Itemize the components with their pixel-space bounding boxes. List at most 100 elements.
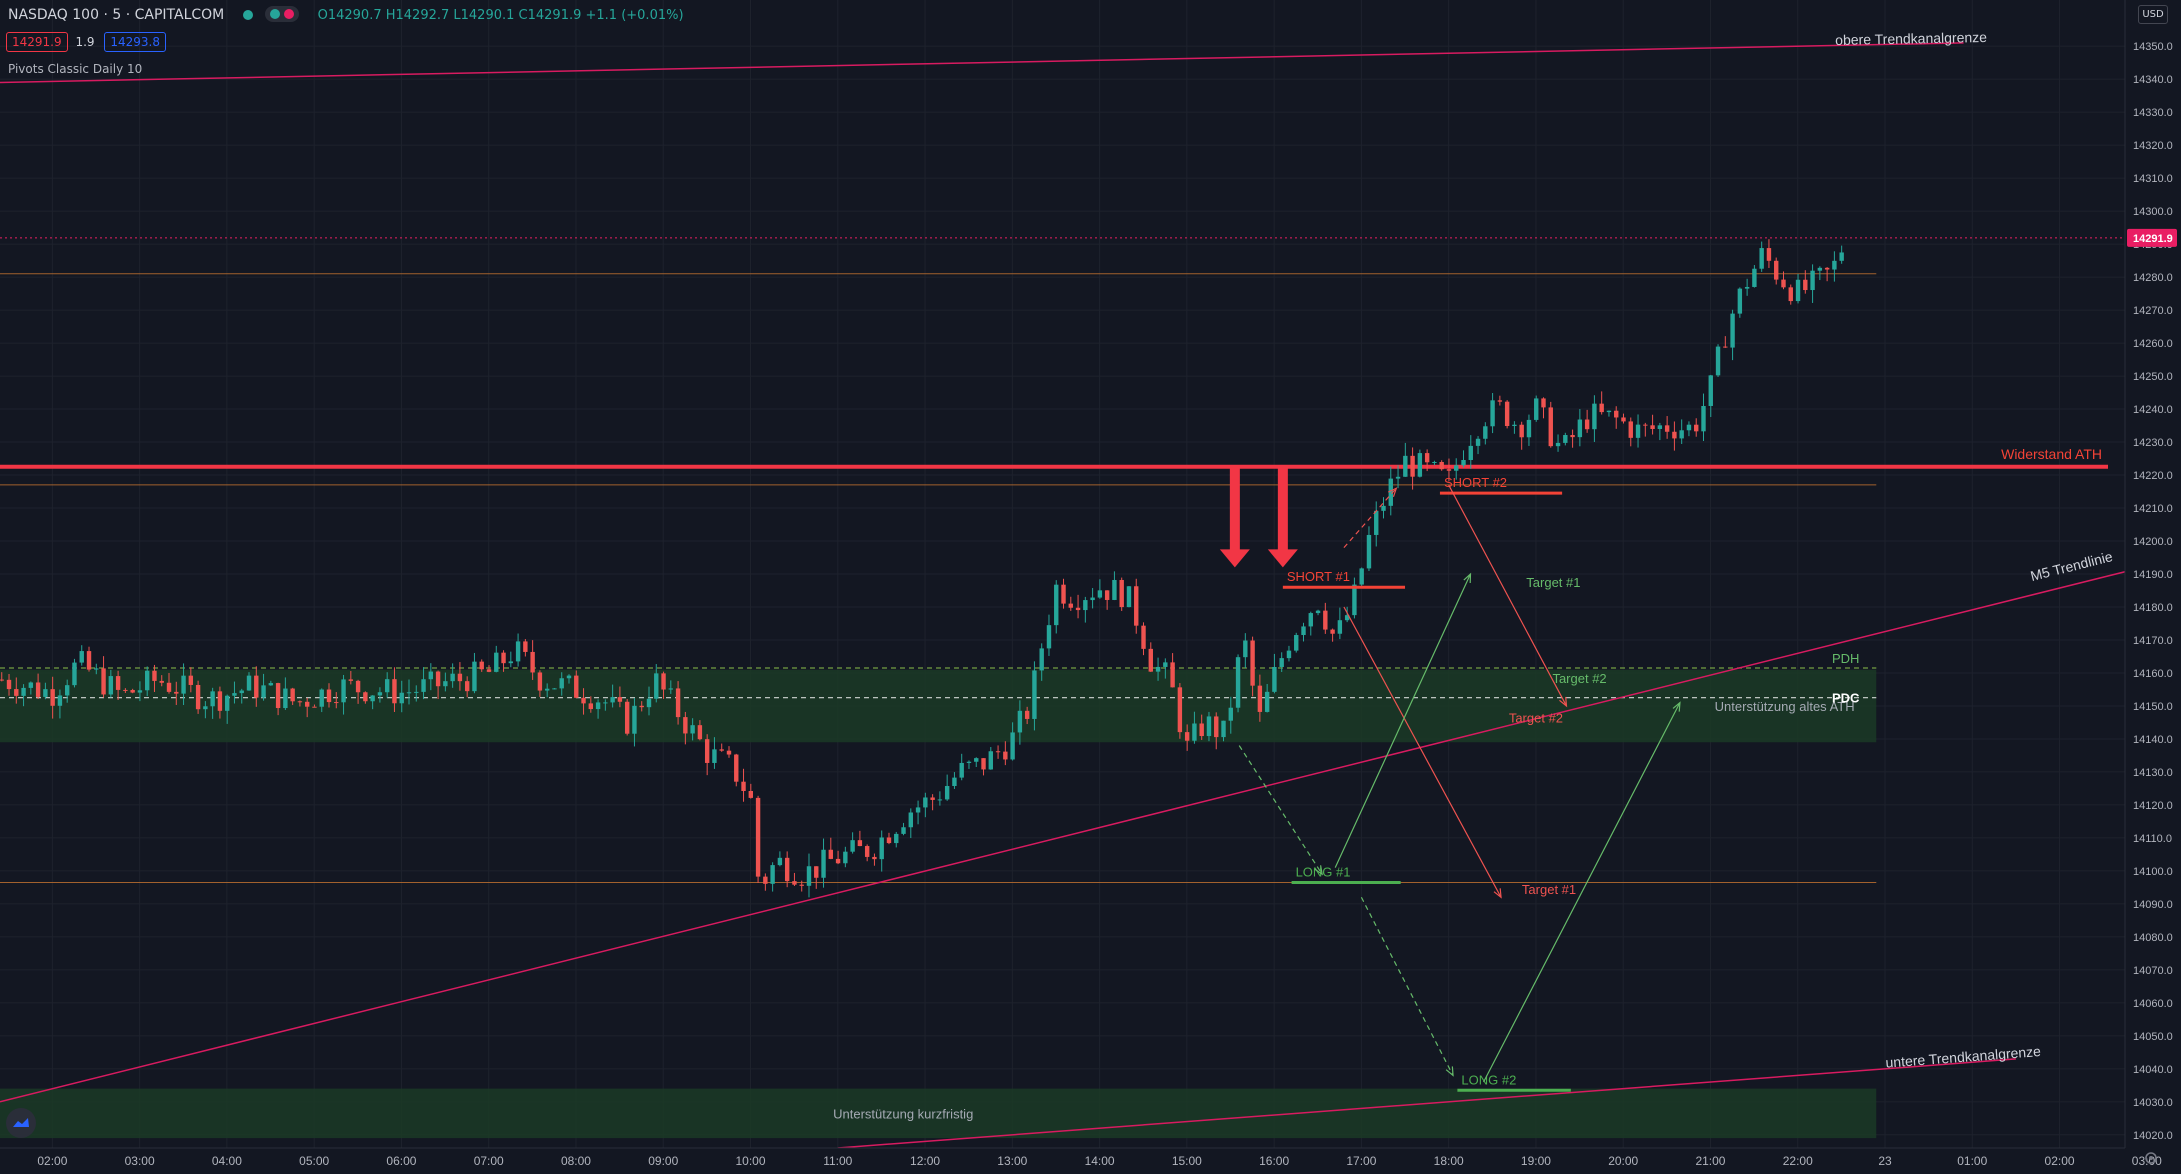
target-label: Target #2: [1552, 671, 1606, 686]
candle-body: [1395, 476, 1401, 479]
candle-body: [1279, 658, 1284, 667]
candle-body: [1483, 426, 1488, 439]
candle-body: [988, 751, 993, 770]
candle-body: [28, 682, 34, 688]
candle-body: [268, 683, 274, 686]
x-tick-label: 02:00: [37, 1154, 67, 1168]
currency-button[interactable]: USD: [2138, 5, 2168, 24]
candle-body: [654, 673, 659, 699]
symbol-title[interactable]: NASDAQ 100 · 5 · CAPITALCOM: [8, 7, 225, 23]
candle-body: [1417, 453, 1423, 477]
candle-body: [1344, 615, 1350, 621]
candle-body: [501, 652, 506, 664]
candle-body: [1134, 586, 1139, 626]
candle-body: [159, 680, 164, 683]
candle-body: [799, 884, 804, 886]
y-tick-label: 14330.0: [2133, 107, 2173, 119]
candle-body: [944, 786, 950, 800]
candle-body: [239, 690, 244, 694]
candle-body: [523, 641, 528, 652]
candle-body: [50, 689, 55, 706]
candle-body: [1490, 400, 1495, 427]
candle-body: [210, 691, 215, 707]
candle-body: [6, 679, 12, 690]
candle-body: [1184, 732, 1190, 741]
x-tick-label: 17:00: [1346, 1154, 1376, 1168]
candle-body: [464, 681, 470, 692]
x-tick-label: 16:00: [1259, 1154, 1289, 1168]
candle-body: [1097, 590, 1103, 598]
candle-body: [574, 675, 579, 698]
x-tick-label: 07:00: [474, 1154, 504, 1168]
candle-body: [1621, 417, 1626, 422]
candle-body: [232, 693, 237, 696]
y-tick-label: 14060.0: [2133, 998, 2173, 1010]
candle-body: [632, 705, 637, 734]
candle-body: [1475, 438, 1481, 446]
candle-body: [1083, 600, 1088, 611]
candle-body: [1795, 279, 1801, 302]
candle-body: [348, 679, 354, 681]
candle-body: [901, 827, 906, 834]
tradingview-logo-icon[interactable]: [6, 1108, 36, 1138]
candle-body: [1272, 666, 1277, 692]
x-tick-label: 12:00: [910, 1154, 940, 1168]
candle-body: [566, 675, 572, 679]
candle-body: [1214, 716, 1219, 738]
sell-button[interactable]: 14291.9: [6, 32, 68, 52]
candle-body: [1126, 586, 1132, 608]
candle-body: [297, 701, 303, 703]
candle-body: [392, 679, 397, 704]
candle-body: [1032, 670, 1037, 719]
candle-body: [1672, 431, 1677, 439]
candle-body: [1308, 613, 1313, 627]
candle-body: [1701, 405, 1706, 432]
candle-body: [406, 692, 412, 694]
candles: [0, 239, 1844, 898]
candle-body: [748, 790, 754, 798]
candle-body: [1454, 465, 1459, 471]
buy-button[interactable]: 14293.8: [104, 32, 166, 52]
candle-body: [1155, 666, 1161, 672]
gear-icon[interactable]: [2143, 1150, 2159, 1166]
candle-body: [712, 749, 717, 763]
candle-body: [275, 683, 281, 709]
candle-body: [1315, 610, 1321, 614]
candle-body: [457, 673, 463, 682]
candle-body: [552, 688, 557, 690]
candle-body: [879, 837, 884, 860]
signal-arrow-shaft: [1277, 465, 1288, 552]
candle-body: [1352, 584, 1357, 616]
indicator-legend[interactable]: Pivots Classic Daily 10: [8, 62, 143, 76]
x-tick-label: 15:00: [1172, 1154, 1202, 1168]
candle-body: [1439, 462, 1444, 470]
candle-body: [1650, 425, 1655, 429]
x-tick-label: 13:00: [997, 1154, 1027, 1168]
x-tick-label: 19:00: [1521, 1154, 1551, 1168]
candle-body: [414, 691, 419, 693]
candle-body: [1526, 419, 1532, 438]
candle-body: [959, 762, 964, 778]
candle-body: [304, 701, 310, 707]
indicator-toggle[interactable]: [265, 6, 300, 22]
candle-body: [1657, 425, 1663, 429]
target-label: Target #1: [1526, 575, 1580, 590]
candle-body: [1643, 424, 1648, 426]
candle-body: [915, 807, 921, 813]
y-tick-label: 14190.0: [2133, 569, 2173, 581]
y-tick-label: 14240.0: [2133, 404, 2173, 416]
y-tick-label: 14280.0: [2133, 272, 2173, 284]
candle-body: [683, 717, 688, 734]
candle-body: [1264, 691, 1270, 712]
candle-body: [1323, 610, 1328, 630]
trade-path-head: [1672, 701, 1681, 712]
candle-body: [595, 702, 601, 710]
candle-body: [1286, 650, 1292, 659]
candle-body: [857, 840, 863, 847]
candle-body: [254, 675, 259, 698]
candle-body: [1606, 410, 1612, 413]
y-tick-label: 14260.0: [2133, 338, 2173, 350]
candle-body: [14, 689, 19, 696]
candle-body: [1424, 453, 1430, 463]
